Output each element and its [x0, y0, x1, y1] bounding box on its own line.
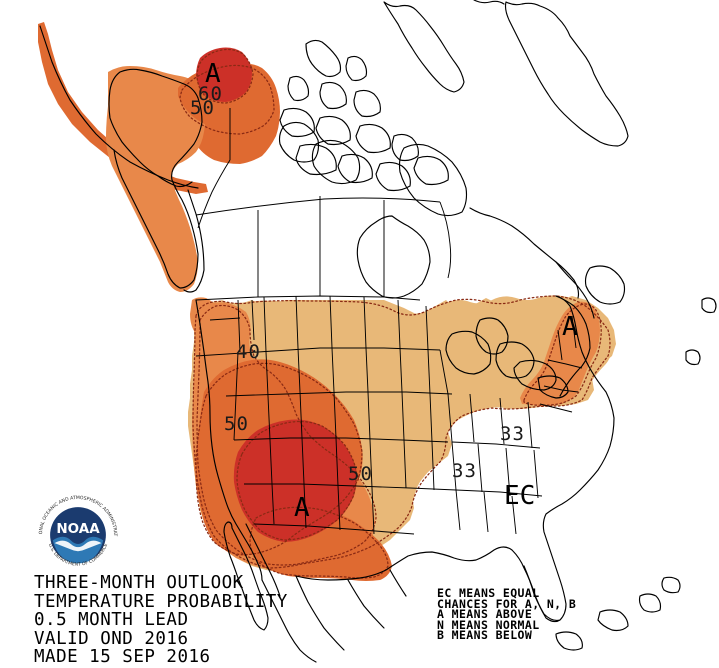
- coast-alaska-panhandle: [183, 189, 205, 293]
- label-contour-50-south: 50: [348, 463, 373, 485]
- legend-block: EC MEANS EQUAL CHANCES FOR A, N, B A MEA…: [437, 586, 577, 643]
- coast-bermuda-atl: [685, 297, 717, 366]
- coast-greenland: [504, 1, 629, 147]
- coast-labrador: [469, 207, 580, 299]
- title-line-4: VALID OND 2016: [34, 628, 189, 649]
- band-pnw: [190, 297, 223, 340]
- title-line-3: 0.5 MONTH LEAD: [34, 610, 189, 631]
- coast-us-gulf-east: [295, 295, 615, 621]
- contour-60-core: [236, 420, 357, 541]
- title-line-1: THREE-MONTH OUTLOOK: [34, 573, 244, 593]
- coast-baffin-island: [398, 143, 468, 217]
- label-category-southwest: A: [294, 493, 310, 523]
- coast-great-lakes: [445, 317, 569, 399]
- contour-40-northeast: [523, 303, 602, 406]
- coast-greenland-north: [473, 0, 505, 5]
- band-alaska-body: [106, 66, 206, 292]
- contour-40: [196, 304, 377, 566]
- border-canada-us: [195, 295, 421, 301]
- coast-new-england: [555, 295, 591, 397]
- legend-line-2: CHANCES FOR A, N, B: [437, 596, 577, 611]
- band-40-50-northeast: [520, 301, 600, 406]
- coast-baja: [223, 521, 269, 631]
- legend-line-4: N MEANS NORMAL: [437, 617, 540, 632]
- contour-33: [192, 295, 611, 569]
- coast-banks-island: [278, 121, 320, 163]
- coast-alaska: [108, 68, 203, 289]
- coast-arctic-islands: [279, 39, 449, 192]
- label-contour-50-west: 50: [224, 413, 249, 435]
- coast-mexico: [261, 569, 407, 663]
- noaa-wave-white: [54, 540, 102, 552]
- contour-50-south: [249, 506, 389, 579]
- legend-line-3: A MEANS ABOVE: [437, 607, 533, 622]
- coast-gulf-california: [245, 523, 281, 597]
- coast-victoria-island: [311, 139, 361, 185]
- contour-alaska-50: [179, 64, 275, 135]
- label-contour-alaska-60: 60: [198, 83, 223, 105]
- border-alaska-canada: [197, 108, 231, 229]
- contour-50-west: [195, 362, 363, 556]
- coast-newfoundland: [584, 265, 626, 305]
- coast-caribbean: [555, 576, 681, 651]
- contour-lines: [179, 48, 611, 579]
- contour-alaska-60: [196, 48, 254, 104]
- border-canada-provinces: [195, 196, 452, 297]
- coast-ellesmere: [383, 1, 465, 93]
- label-category-alaska: A: [205, 59, 221, 89]
- legend-line-5: B MEANS BELOW: [437, 628, 533, 643]
- map-labels: A 60 50 40 50 50 33 33 A A EC: [190, 59, 578, 523]
- coast-quebec-maritime: [555, 261, 595, 319]
- legend-line-1: EC MEANS EQUAL: [437, 586, 540, 600]
- coast-hudson-bay: [356, 215, 431, 299]
- us-state-lines: [195, 295, 583, 535]
- coastlines: [39, 0, 717, 663]
- label-contour-40-west: 40: [236, 341, 261, 363]
- label-category-northeast: A: [562, 312, 578, 342]
- label-contour-33-ohio: 33: [500, 423, 525, 445]
- title-line-2: TEMPERATURE PROBABILITY: [34, 591, 288, 612]
- coast-florida: [523, 565, 561, 623]
- label-contour-alaska-50: 50: [190, 97, 215, 119]
- title-line-5: MADE 15 SEP 2016: [34, 647, 211, 668]
- noaa-wordmark: NOAA: [56, 521, 100, 537]
- coast-us-west: [195, 299, 263, 581]
- label-contour-33-tennessee: 33: [452, 460, 477, 482]
- label-category-equal-chances: EC: [504, 481, 535, 511]
- band-alaska-60: [196, 47, 252, 102]
- coast-aleutians: [39, 25, 199, 189]
- noaa-logo: NOAA NATIONAL OCEANIC AND ATMOSPHERIC AD…: [31, 486, 123, 580]
- title-block: THREE-MONTH OUTLOOK TEMPERATURE PROBABIL…: [34, 574, 288, 667]
